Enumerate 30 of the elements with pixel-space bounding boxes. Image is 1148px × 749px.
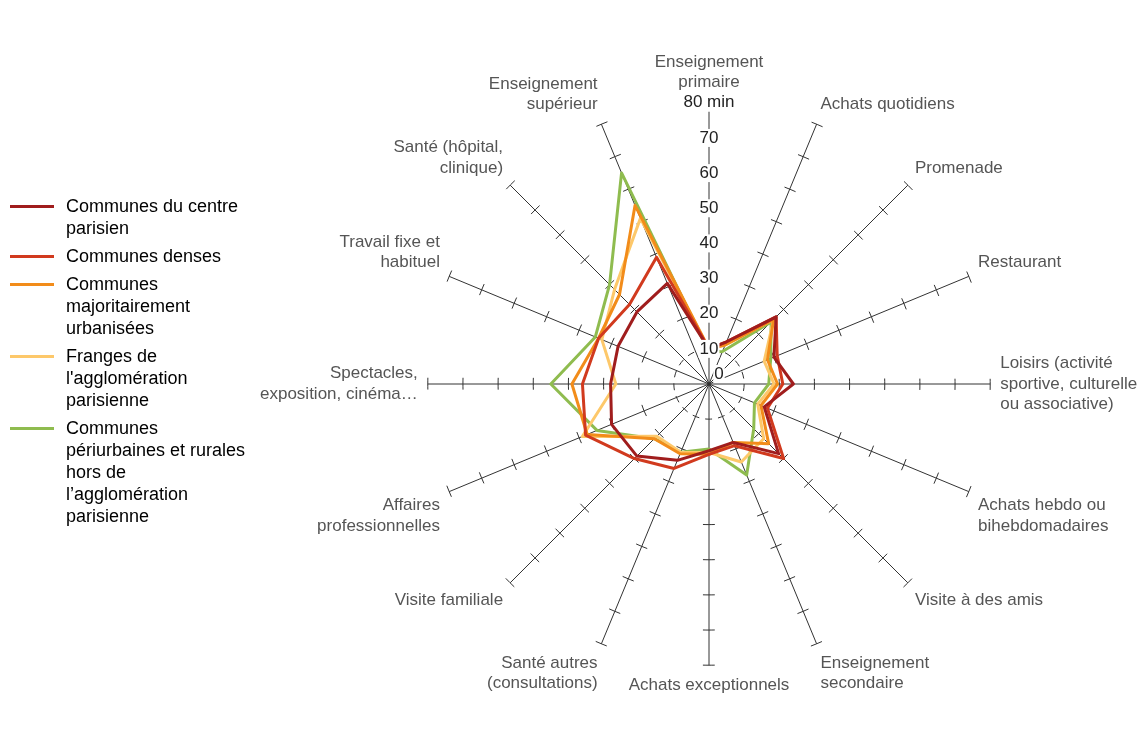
- y-tick-label: 60: [699, 162, 719, 182]
- spoke-label: Enseignement secondaire: [820, 652, 930, 693]
- spoke-label: Promenade: [914, 157, 1003, 177]
- spoke-label: Spectacles, exposition, cinéma…: [259, 363, 418, 403]
- spoke-label: Santé autres (consultations): [487, 652, 598, 693]
- spoke-label: Enseignement primaire: [654, 51, 764, 92]
- spoke-label: Enseignement supérieur: [488, 74, 598, 114]
- spoke-label: Affaires professionnelles: [317, 495, 440, 535]
- spoke-label: Travail fixe et habituel: [339, 231, 441, 272]
- y-tick-label: 20: [699, 303, 719, 323]
- spoke-label: Loisirs (activité sportive, culturelle ou associative): [1000, 353, 1138, 414]
- spoke-label: Santé (hôpital, clinique): [393, 137, 504, 177]
- legend-label: Communes majoritairement urbanisées: [66, 273, 192, 339]
- spoke-label: Visite à des amis: [914, 589, 1044, 609]
- y-tick-label: 10: [699, 338, 719, 358]
- spoke-label: Achats quotidiens: [820, 94, 955, 114]
- y-tick-label: 30: [699, 268, 719, 288]
- spoke-label: Visite familiale: [394, 589, 504, 609]
- y-tick-label: 70: [699, 127, 719, 147]
- y-tick-label: 80 min: [683, 92, 735, 112]
- legend-label: Communes denses: [66, 245, 222, 267]
- y-tick-label: 50: [699, 197, 719, 217]
- legend-label: Communes du centre parisien: [66, 195, 240, 239]
- spoke-label: Restaurant: [978, 252, 1062, 272]
- legend-label: Franges de l'agglomération parisienne: [66, 345, 189, 411]
- y-tick-label: 0: [714, 363, 724, 383]
- spoke-label: Achats hebdo ou bihebdomadaires: [978, 495, 1109, 535]
- spoke-label: Achats exceptionnels: [628, 675, 790, 695]
- y-tick-label: 40: [699, 233, 719, 253]
- legend-label: Communes périurbaines et rurales hors de l’agglomération parisienne: [66, 417, 247, 527]
